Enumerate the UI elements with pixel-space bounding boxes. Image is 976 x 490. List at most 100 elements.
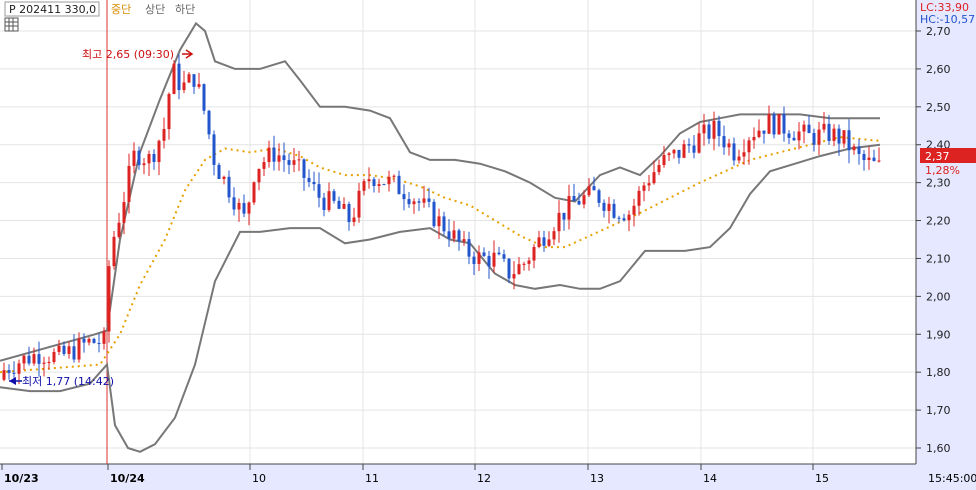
candle-body (347, 204, 351, 223)
candle-body (552, 231, 556, 240)
candle-body (587, 186, 591, 196)
high-annotation: 최고 2,65 (09:30) (82, 48, 194, 61)
candle-body (622, 218, 626, 221)
candle-body (727, 143, 731, 148)
candle-body (127, 165, 131, 203)
candle-body (312, 181, 316, 185)
candle-body (147, 153, 151, 164)
y-tick-label: 1,70 (926, 404, 951, 417)
candle-body (802, 124, 806, 132)
candle-body (97, 342, 101, 344)
candle-body (87, 338, 91, 343)
candle-body (157, 140, 161, 163)
legend-header: P 202411 330,0 중단 상단 하단 (4, 1, 195, 17)
candle-body (407, 199, 411, 205)
candle-body (447, 231, 451, 239)
candle-body (167, 93, 171, 130)
candle-body (532, 247, 536, 261)
candle-body (527, 260, 531, 264)
y-tick-label: 2,60 (926, 63, 951, 76)
y-tick-label: 1,90 (926, 328, 951, 341)
candle-body (207, 110, 211, 135)
candle-body (792, 137, 796, 141)
candle-body (352, 217, 356, 223)
candle-body (187, 74, 191, 83)
candle-body (557, 212, 561, 232)
candle-body (822, 123, 826, 130)
x-tick-label: 13 (590, 472, 604, 485)
candle-body (107, 266, 111, 332)
legend-upper-band[interactable]: 상단 (145, 3, 165, 16)
candle-body (707, 124, 711, 139)
legend-middle-band[interactable]: 중단 (111, 3, 131, 16)
candle-body (497, 252, 501, 255)
candle-body (367, 179, 371, 182)
candle-body (867, 157, 871, 161)
candle-body (62, 345, 66, 354)
candle-body (667, 153, 671, 156)
candle-body (182, 82, 186, 91)
candle-body (357, 190, 361, 218)
candle-body (132, 150, 136, 166)
low-annotation-text: 최저 1,77 (14:42) (22, 375, 114, 388)
candle-body (642, 185, 646, 191)
candle-body (597, 190, 601, 203)
candle-body (562, 212, 566, 220)
candle-body (692, 145, 696, 153)
candle-body (12, 372, 16, 374)
candle-body (607, 203, 611, 211)
candle-body (342, 204, 346, 209)
candle-body (672, 149, 676, 154)
candle-body (417, 201, 421, 203)
candle-body (492, 252, 496, 267)
candle-body (537, 237, 541, 248)
candle-body (152, 153, 156, 163)
candle-body (582, 195, 586, 205)
candle-body (82, 338, 86, 343)
candle-body (387, 176, 391, 185)
candle-body (67, 346, 71, 354)
candle-body (27, 355, 31, 364)
x-axis-panel (0, 464, 916, 490)
candle-body (32, 354, 36, 364)
candle-body (232, 197, 236, 210)
candle-body (567, 196, 571, 220)
candle-body (777, 114, 781, 135)
candle-body (7, 370, 11, 373)
candle-body (112, 236, 116, 267)
candle-body (662, 155, 666, 166)
lc-limit-label: LC:33,90 (920, 1, 969, 14)
candle-body (317, 184, 321, 198)
table-icon[interactable] (4, 17, 19, 32)
candle-body (92, 338, 96, 343)
bollinger-upper-line (0, 21, 880, 362)
candle-body (457, 230, 461, 242)
candle-body (472, 256, 476, 264)
candle-body (172, 63, 176, 94)
candle-body (467, 239, 471, 257)
candle-body (327, 191, 331, 211)
series-label: P 202411 330,0 (9, 3, 96, 16)
candle-body (412, 201, 416, 205)
candle-body (577, 200, 581, 205)
candle-body (627, 214, 631, 221)
candle-body (2, 370, 6, 380)
y-axis-panel (916, 0, 976, 490)
candle-body (452, 230, 456, 239)
candle-body (382, 184, 386, 186)
current-price-box (920, 148, 976, 163)
candle-body (602, 202, 606, 211)
candle-body (502, 254, 506, 259)
candle-body (422, 198, 426, 203)
y-tick-label: 2,20 (926, 215, 951, 228)
candle-body (747, 140, 751, 153)
candle-body (862, 153, 866, 161)
candle-body (292, 160, 296, 165)
candle-body (482, 252, 486, 256)
series-label-box[interactable] (4, 1, 100, 17)
candle-body (612, 203, 616, 218)
candle-body (117, 222, 121, 237)
candle-body (72, 346, 76, 360)
legend-lower-band[interactable]: 하단 (175, 2, 195, 16)
